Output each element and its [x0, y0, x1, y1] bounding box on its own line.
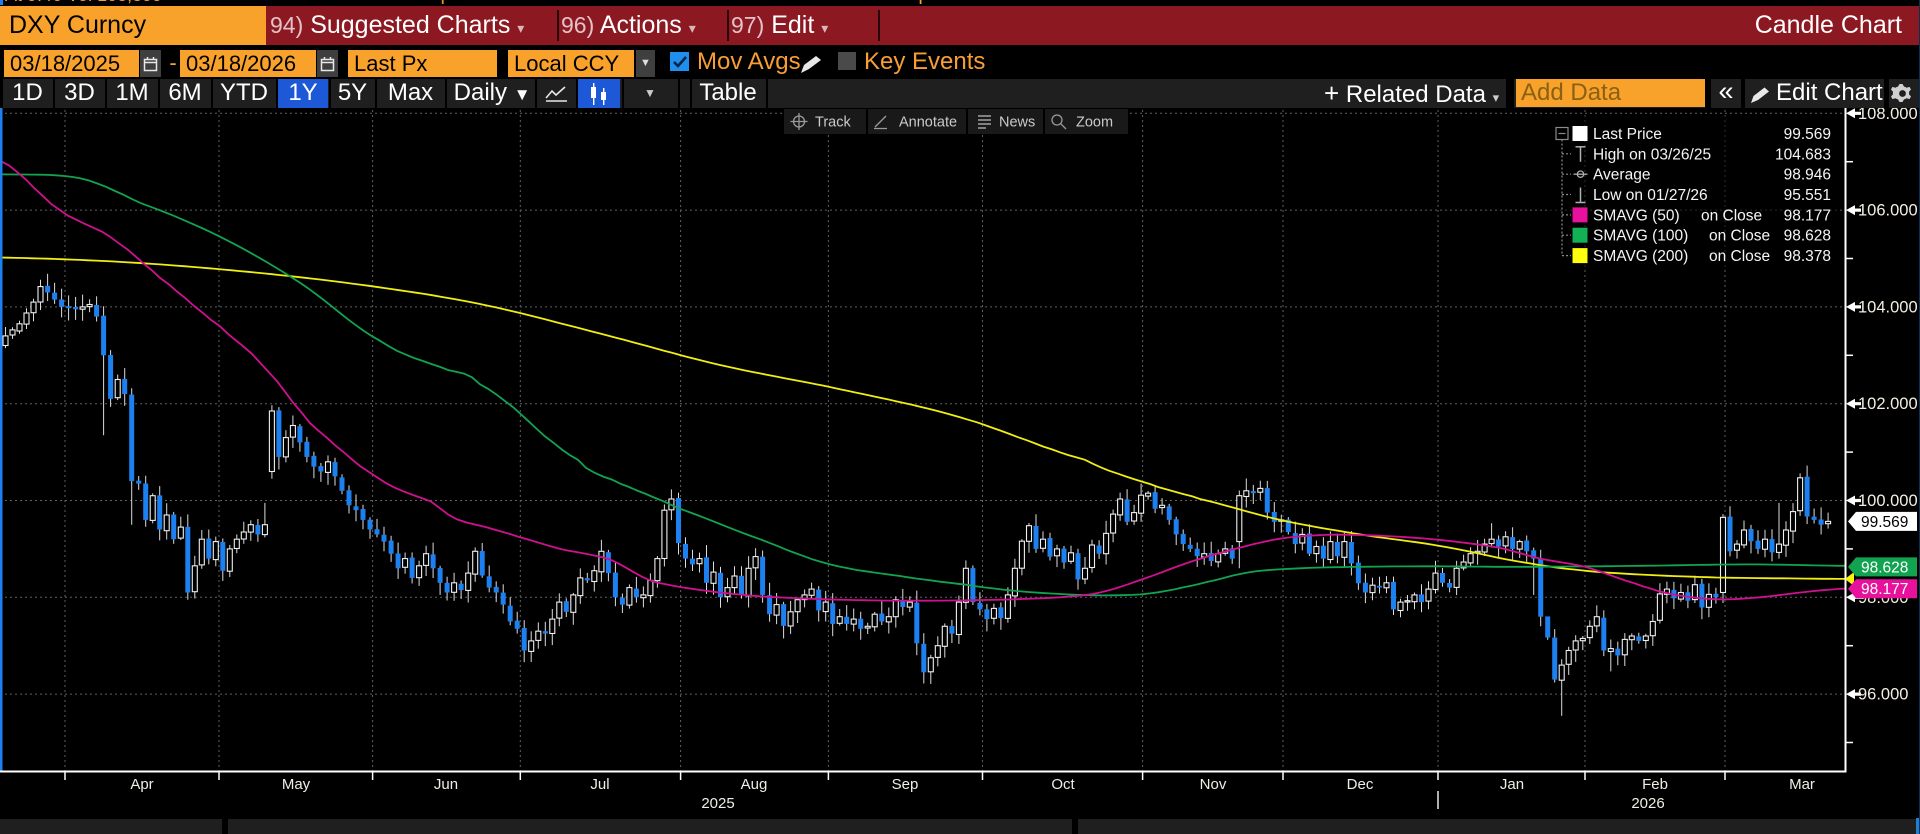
- svg-text:96.000: 96.000: [1858, 686, 1908, 704]
- svg-text:98.177: 98.177: [1784, 207, 1831, 224]
- svg-text:Sep: Sep: [892, 776, 919, 793]
- svg-text:104.683: 104.683: [1775, 146, 1831, 163]
- svg-text:SMAVG (100) on Close: SMAVG (100) on Close: [1593, 228, 1770, 245]
- svg-text:May: May: [282, 776, 311, 793]
- svg-text:106.000: 106.000: [1858, 202, 1918, 220]
- svg-text:98.628: 98.628: [1784, 228, 1831, 245]
- svg-text:95.551: 95.551: [1784, 187, 1831, 204]
- svg-text:SMAVG (50) on Close: SMAVG (50) on Close: [1593, 207, 1762, 224]
- svg-text:News: News: [999, 115, 1035, 131]
- svg-text:2025: 2025: [701, 795, 734, 812]
- svg-text:2026: 2026: [1631, 795, 1664, 812]
- svg-text:High on 03/26/25: High on 03/26/25: [1593, 146, 1711, 163]
- svg-text:Oct: Oct: [1051, 776, 1075, 793]
- svg-text:Last Price: Last Price: [1593, 126, 1662, 143]
- svg-text:99.569: 99.569: [1861, 514, 1908, 531]
- svg-text:Dec: Dec: [1347, 776, 1374, 793]
- svg-text:Jan: Jan: [1500, 776, 1524, 793]
- svg-text:98.177: 98.177: [1861, 581, 1908, 598]
- svg-text:98.946: 98.946: [1784, 167, 1831, 184]
- svg-text:Annotate: Annotate: [899, 115, 957, 131]
- svg-text:104.000: 104.000: [1858, 298, 1918, 316]
- svg-text:Average: Average: [1593, 167, 1650, 184]
- svg-text:102.000: 102.000: [1858, 395, 1918, 413]
- svg-text:Jul: Jul: [590, 776, 609, 793]
- svg-text:Mar: Mar: [1789, 776, 1815, 793]
- svg-text:Zoom: Zoom: [1076, 115, 1113, 131]
- svg-text:Track: Track: [815, 115, 851, 131]
- svg-text:Feb: Feb: [1642, 776, 1668, 793]
- svg-text:Nov: Nov: [1200, 776, 1227, 793]
- svg-text:Aug: Aug: [741, 776, 768, 793]
- svg-text:108.000: 108.000: [1858, 108, 1918, 123]
- svg-text:99.569: 99.569: [1784, 126, 1831, 143]
- svg-text:Low on 01/27/26: Low on 01/27/26: [1593, 187, 1708, 204]
- svg-text:98.628: 98.628: [1861, 559, 1908, 576]
- svg-text:100.000: 100.000: [1858, 492, 1918, 510]
- svg-text:SMAVG (200) on Close: SMAVG (200) on Close: [1593, 248, 1770, 265]
- svg-text:98.378: 98.378: [1784, 248, 1831, 265]
- svg-text:Jun: Jun: [434, 776, 458, 793]
- svg-text:Apr: Apr: [130, 776, 153, 793]
